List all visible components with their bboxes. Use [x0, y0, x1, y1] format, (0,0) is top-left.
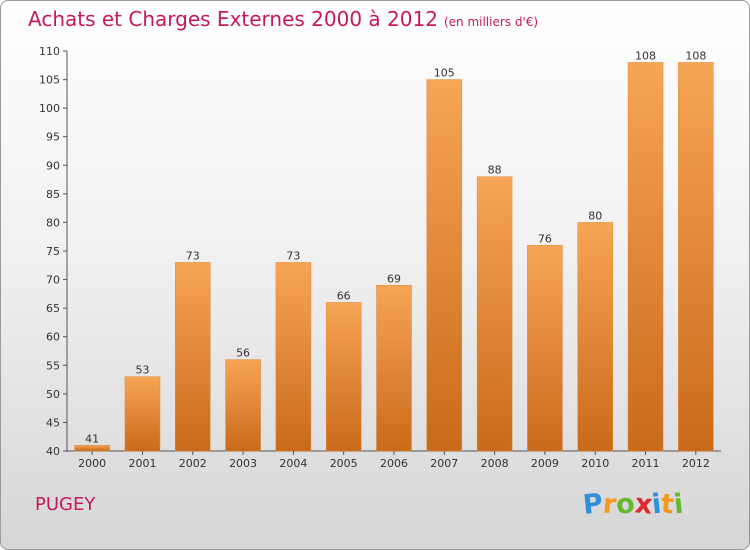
- y-tick-label: 45: [46, 416, 60, 429]
- data-label: 108: [635, 49, 656, 62]
- y-tick-label: 70: [46, 274, 60, 287]
- data-label: 69: [387, 272, 401, 285]
- data-label: 41: [85, 432, 99, 445]
- y-tick-label: 105: [39, 74, 60, 87]
- x-tick-label: 2012: [682, 457, 710, 470]
- bar: [275, 262, 312, 452]
- y-tick-label: 50: [46, 388, 60, 401]
- x-tick-label: 2004: [279, 457, 307, 470]
- y-tick-label: 95: [46, 131, 60, 144]
- x-tick-label: 2001: [128, 457, 156, 470]
- x-tick-label: 2000: [78, 457, 106, 470]
- bar: [225, 359, 261, 452]
- chart-title-text: Achats et Charges Externes 2000 à 2012: [28, 7, 438, 31]
- x-tick-label: 2011: [632, 457, 660, 470]
- bars: [74, 62, 714, 452]
- data-label: 56: [236, 347, 250, 360]
- bar: [678, 62, 714, 452]
- bar: [426, 79, 463, 452]
- y-tick-label: 85: [46, 188, 60, 201]
- y-tick-label: 110: [39, 45, 60, 58]
- x-tick-label: 2006: [380, 457, 408, 470]
- y-tick-label: 55: [46, 359, 60, 372]
- data-label: 76: [538, 232, 552, 245]
- data-label: 88: [488, 164, 502, 177]
- x-tick-label: 2008: [481, 457, 509, 470]
- chart-title: Achats et Charges Externes 2000 à 2012 (e…: [28, 7, 538, 31]
- data-label: 105: [434, 67, 455, 80]
- y-tick-label: 65: [46, 302, 60, 315]
- x-tick-label: 2009: [531, 457, 559, 470]
- data-label: 80: [588, 209, 602, 222]
- axes: 40 45 50 55 60 65 70 75 80 85 90 95 100 105 110: [39, 45, 721, 458]
- data-label: 73: [186, 249, 200, 262]
- bar: [325, 302, 362, 452]
- y-tick-label: 60: [46, 331, 60, 344]
- bar: [476, 176, 513, 452]
- x-tick-label: 2002: [179, 457, 207, 470]
- x-tick-label: 2007: [430, 457, 458, 470]
- bar: [376, 285, 412, 452]
- y-tick-label: 100: [39, 102, 60, 115]
- bar: [124, 376, 161, 452]
- data-label: 53: [135, 364, 149, 377]
- labels: 2000 41 2001 53 2002 73 2003 56 2004 73 2005 66 2006…: [78, 49, 710, 470]
- x-tick-label: 2010: [581, 457, 609, 470]
- data-label: 73: [286, 249, 300, 262]
- x-tick-label: 2005: [330, 457, 358, 470]
- data-label: 108: [685, 49, 706, 62]
- y-tick-label: 75: [46, 245, 60, 258]
- proxiti-logo: Proxiti: [581, 488, 686, 521]
- y-tick-label: 90: [46, 159, 60, 172]
- bar: [627, 62, 664, 452]
- data-label: 66: [337, 289, 351, 302]
- x-tick-label: 2003: [229, 457, 257, 470]
- y-tick-label: 80: [46, 216, 60, 229]
- chart-subtitle: (en milliers d'€): [443, 15, 539, 29]
- commune-name: PUGEY: [35, 494, 96, 515]
- bar: [577, 222, 613, 452]
- logo-letter: i: [672, 488, 686, 521]
- bar: [175, 262, 211, 452]
- bar: [527, 245, 563, 452]
- bar: [74, 445, 110, 452]
- y-tick-label: 40: [46, 445, 60, 458]
